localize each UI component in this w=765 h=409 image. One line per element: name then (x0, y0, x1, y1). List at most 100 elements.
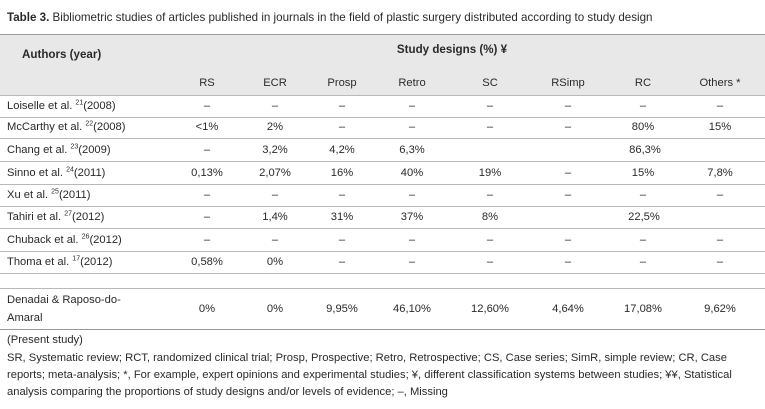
table-cell: <1% (195, 121, 219, 133)
table-cell: – (338, 189, 346, 201)
author-name: Chuback et al. (7, 234, 82, 246)
table-cell: – (338, 234, 346, 246)
table-cell: 86,3% (629, 144, 661, 156)
present-author-line1: Denadai & Raposo-do- (7, 294, 121, 306)
table-cell: 15% (708, 121, 732, 133)
header-band (0, 35, 765, 95)
row-author: Chang et al. 23(2009) (7, 143, 111, 157)
present-bottom-rule (0, 329, 765, 330)
table-cell: – (564, 234, 572, 246)
row-author: Thoma et al. 17(2012) (7, 255, 112, 269)
reference-number: 23 (70, 143, 79, 151)
table-cell: 7,8% (707, 167, 733, 179)
present-cell: 46,10% (393, 303, 431, 315)
table-cell: 16% (330, 167, 354, 179)
author-name: Sinno et al. (7, 167, 67, 179)
table-cell: – (203, 234, 211, 246)
present-cell: 9,95% (326, 303, 358, 315)
author-name: Thoma et al. (7, 256, 73, 268)
top-rule (0, 34, 765, 35)
present-cell: 9,62% (704, 303, 736, 315)
row-author: Loiselle et al. 21(2008) (7, 99, 116, 113)
reference-number: 27 (64, 210, 73, 218)
table-cell: – (486, 121, 494, 133)
row-rule (0, 138, 765, 139)
row-author: Xu et al. 25(2011) (7, 188, 90, 202)
table-cell: – (408, 100, 416, 112)
row-author: McCarthy et al. 22(2008) (7, 120, 125, 134)
publication-year: (2012) (89, 234, 122, 246)
table-cell: – (271, 189, 279, 201)
publication-year: (2008) (93, 121, 126, 133)
row-rule (0, 273, 765, 274)
publication-year: (2009) (78, 144, 111, 156)
table-cell: 2% (266, 121, 284, 133)
table-cell: – (716, 100, 724, 112)
publication-year: (2011) (73, 167, 106, 179)
table-cell: – (486, 256, 494, 268)
row-author: Sinno et al. 24(2011) (7, 166, 105, 180)
table-cell: – (564, 100, 572, 112)
row-rule (0, 206, 765, 207)
table-cell: – (716, 189, 724, 201)
table-cell: 19% (478, 167, 502, 179)
table-cell: – (564, 121, 572, 133)
column-header-4: SC (482, 77, 498, 89)
table-title: Bibliometric studies of articles publish… (49, 11, 653, 24)
study-designs-header: Study designs (%) ¥ (396, 43, 508, 56)
publication-year: (2011) (58, 189, 91, 201)
table-cell: 8% (481, 211, 499, 223)
table-cell: – (408, 256, 416, 268)
reference-number: 21 (75, 99, 84, 107)
table-cell: 3,2% (262, 144, 288, 156)
table-cell: – (408, 234, 416, 246)
table-cell: 15% (631, 167, 655, 179)
author-name: Xu et al. (7, 189, 52, 201)
author-name: Chang et al. (7, 144, 71, 156)
table-cell: – (338, 121, 346, 133)
table-cell: – (639, 189, 647, 201)
table-cell: – (564, 256, 572, 268)
table-cell: – (203, 100, 211, 112)
table-cell: – (639, 256, 647, 268)
row-author: Chuback et al. 26(2012) (7, 233, 122, 247)
publication-year: (2012) (80, 256, 113, 268)
table-label: Table 3. (7, 11, 50, 24)
reference-number: 24 (66, 166, 74, 174)
table-cell: 31% (330, 211, 354, 223)
column-header-1: ECR (263, 77, 287, 89)
table-cell: 0,58% (191, 256, 223, 268)
column-header-2: Prosp (327, 77, 357, 89)
present-cell: 0% (266, 303, 284, 315)
table-cell: – (564, 189, 572, 201)
present-cell: 4,64% (552, 303, 584, 315)
reference-number: 26 (81, 233, 90, 241)
table-cell: – (639, 234, 647, 246)
row-author: Tahiri et al. 27(2012) (7, 210, 104, 224)
table-cell: – (716, 256, 724, 268)
reference-number: 17 (72, 255, 81, 263)
row-rule (0, 228, 765, 229)
row-rule (0, 117, 765, 118)
table-cell: 22,5% (628, 211, 660, 223)
row-rule (0, 251, 765, 252)
present-cell: 12,60% (471, 303, 509, 315)
table-cell: 2,07% (259, 167, 291, 179)
table-cell: – (639, 100, 647, 112)
table-cell: 6,3% (399, 144, 425, 156)
table-cell: – (408, 189, 416, 201)
table-cell: – (408, 121, 416, 133)
table-cell: 0% (266, 256, 284, 268)
table-cell: – (338, 256, 346, 268)
column-header-7: Others * (699, 77, 741, 89)
table-cell: – (271, 234, 279, 246)
table-cell: – (203, 189, 211, 201)
reference-number: 22 (85, 120, 94, 128)
row-rule (0, 161, 765, 162)
table-cell: 4,2% (329, 144, 355, 156)
column-header-3: Retro (398, 77, 426, 89)
table-cell: 40% (400, 167, 424, 179)
table-cell: 1,4% (262, 211, 288, 223)
row-rule (0, 184, 765, 185)
column-header-6: RC (634, 77, 652, 89)
